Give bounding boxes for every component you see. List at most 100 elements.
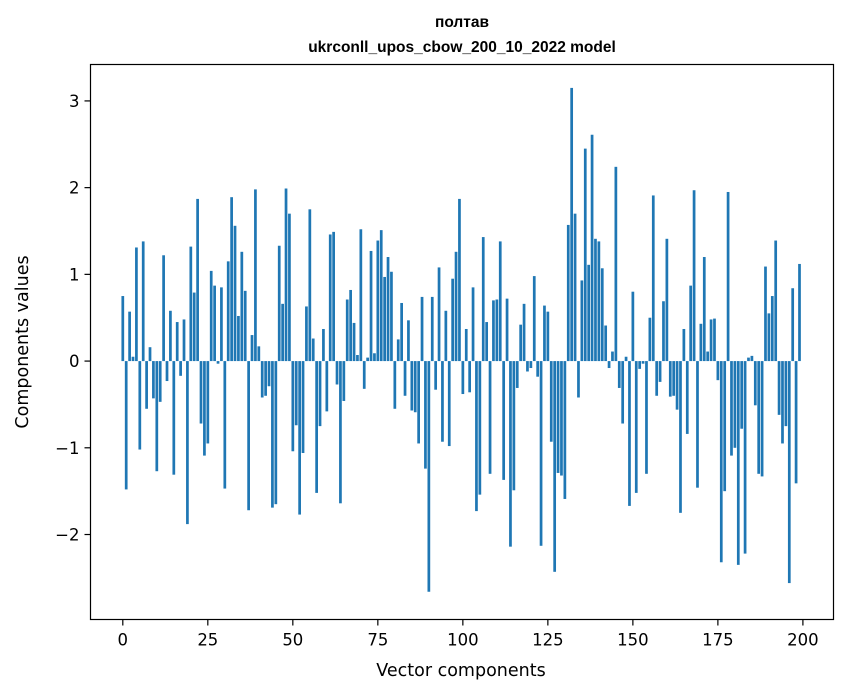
bar-184: [747, 357, 750, 362]
bar-137: [587, 264, 591, 362]
bar-96: [447, 361, 451, 447]
bar-40: [257, 346, 261, 362]
bar-33: [233, 225, 237, 362]
bar-83: [403, 361, 407, 396]
y-tick-label: 0: [69, 352, 80, 371]
bar-39: [254, 189, 257, 362]
bar-59: [322, 328, 325, 362]
bar-113: [505, 298, 509, 362]
bar-172: [706, 351, 710, 362]
bar-118: [522, 303, 526, 362]
bar-30: [223, 361, 227, 489]
bar-32: [230, 197, 233, 362]
bar-103: [471, 287, 475, 362]
bar-91: [430, 296, 434, 362]
bar-168: [692, 190, 696, 362]
bar-67: [349, 289, 352, 362]
bar-193: [777, 361, 781, 415]
bar-158: [658, 361, 662, 382]
bar-165: [682, 328, 686, 362]
bar-58: [318, 361, 322, 427]
bar-99: [458, 198, 461, 362]
bar-177: [723, 361, 727, 492]
bar-57: [315, 361, 318, 493]
bar-188: [760, 361, 764, 477]
bar-5: [138, 361, 142, 450]
bar-146: [617, 361, 621, 388]
y-tick-label: −2: [55, 526, 79, 545]
bar-182: [740, 361, 744, 429]
bar-141: [600, 268, 604, 362]
bar-19: [186, 361, 189, 525]
bar-142: [604, 325, 608, 362]
bar-78: [386, 257, 390, 362]
bar-183: [743, 361, 747, 554]
bar-121: [532, 276, 536, 362]
bar-174: [713, 318, 716, 362]
bar-134: [577, 361, 580, 398]
bar-130: [563, 361, 567, 499]
bar-63: [335, 361, 339, 385]
bar-186: [753, 361, 757, 406]
bar-145: [614, 166, 618, 362]
bar-198: [794, 361, 798, 484]
bar-173: [709, 319, 713, 362]
bar-54: [305, 306, 308, 362]
bar-179: [730, 361, 733, 456]
bar-107: [485, 322, 489, 362]
bar-95: [444, 310, 448, 362]
bar-151: [634, 361, 638, 493]
bar-197: [791, 288, 795, 362]
bar-139: [594, 238, 597, 362]
y-tick-label: 2: [69, 179, 80, 198]
bar-28: [216, 361, 220, 364]
bar-129: [560, 361, 563, 476]
bar-162: [672, 361, 676, 396]
bar-43: [267, 361, 271, 387]
y-tick-label: −1: [55, 439, 79, 458]
bar-185: [750, 355, 754, 362]
bar-190: [767, 313, 771, 362]
bar-195: [784, 361, 788, 427]
bar-56: [311, 338, 315, 362]
bar-126: [549, 361, 553, 442]
bar-160: [665, 238, 669, 362]
bar-156: [651, 195, 655, 362]
bar-164: [679, 361, 682, 513]
bar-74: [373, 353, 376, 362]
x-tick-label: 75: [367, 631, 388, 650]
bar-81: [396, 339, 400, 362]
y-tick-label: 3: [69, 92, 80, 111]
bar-10: [155, 361, 159, 472]
bar-69: [356, 355, 359, 362]
bar-181: [736, 361, 740, 565]
bar-98: [454, 251, 458, 362]
bar-87: [417, 361, 420, 444]
bar-194: [781, 361, 784, 444]
bar-149: [628, 361, 631, 506]
bar-4: [135, 247, 138, 362]
bar-178: [726, 191, 730, 362]
plot-frame: [89, 63, 835, 621]
bar-191: [770, 296, 774, 362]
bar-189: [764, 266, 767, 362]
bar-72: [366, 357, 369, 362]
bar-150: [631, 291, 635, 362]
y-axis-label: Components values: [13, 255, 33, 428]
bar-167: [689, 285, 693, 362]
bar-187: [757, 361, 761, 474]
bar-125: [546, 311, 550, 362]
x-tick-label: 50: [282, 631, 303, 650]
bar-6: [141, 241, 145, 362]
x-tick-label: 200: [787, 631, 819, 650]
bar-23: [199, 361, 203, 424]
bar-41: [260, 361, 264, 398]
bar-64: [339, 361, 342, 504]
bar-90: [427, 361, 431, 592]
bars-group: [121, 87, 801, 592]
bar-131: [566, 224, 570, 362]
bar-16: [175, 322, 179, 362]
bar-112: [502, 361, 506, 480]
bar-3: [131, 356, 135, 362]
bar-132: [570, 87, 574, 362]
